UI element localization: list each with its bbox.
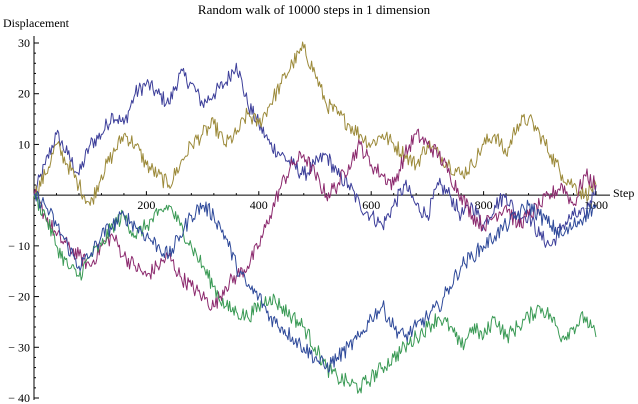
series-line-2 xyxy=(33,41,597,206)
y-tick-label: − 40 xyxy=(8,391,30,404)
x-tick-label: 400 xyxy=(250,198,268,212)
chart-title: Random walk of 10000 steps in 1 dimensio… xyxy=(198,2,431,17)
y-tick-label: − 30 xyxy=(8,340,30,354)
y-tick-label: − 10 xyxy=(8,239,30,253)
series-line-3 xyxy=(33,128,597,311)
y-tick-label: − 20 xyxy=(8,290,30,304)
x-tick-label: 800 xyxy=(475,198,493,212)
y-axis-label: Displacement xyxy=(3,16,70,30)
x-tick-label: 200 xyxy=(137,198,155,212)
series-line-1 xyxy=(33,62,597,248)
x-axis-label: Step xyxy=(613,186,634,200)
series-group xyxy=(33,41,597,394)
y-tick-label: 10 xyxy=(18,137,30,151)
x-tick-label: 600 xyxy=(362,198,380,212)
series-line-5 xyxy=(33,190,597,373)
y-tick-label: 30 xyxy=(18,36,30,50)
y-tick-label: 20 xyxy=(18,87,30,101)
series-line-4 xyxy=(33,192,597,394)
